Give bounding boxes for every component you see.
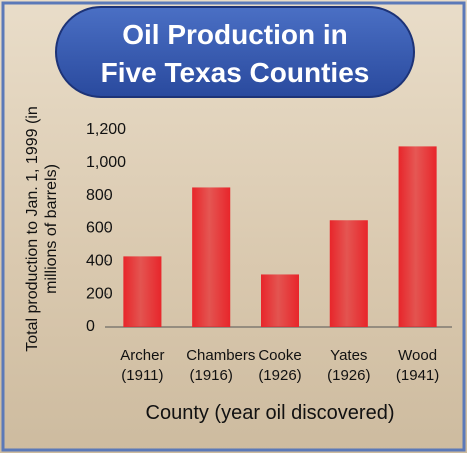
x-tick-label: Wood (1941) <box>395 347 440 384</box>
y-tick-label: 600 <box>86 220 113 237</box>
bar-base <box>398 146 437 327</box>
bar-base <box>329 220 368 327</box>
y-axis-label: Total production to Jan. 1, 1999 (in mil… <box>24 106 60 352</box>
y-tick-label: 0 <box>86 318 95 335</box>
bar <box>261 274 299 327</box>
x-axis-label: County (year oil discovered) <box>145 402 395 424</box>
x-tick-label: Yates (1926) <box>327 347 371 384</box>
x-tick-label: Cooke (1926) <box>258 347 302 384</box>
chart-title: Oil Production in Five Texas Counties <box>55 6 415 98</box>
x-tick-label: Chambers (1916) <box>186 347 256 384</box>
y-tick-label: 400 <box>86 253 113 270</box>
bar <box>192 187 231 327</box>
x-tick-label: Archer (1911) <box>120 347 165 384</box>
bar-base <box>123 256 162 327</box>
y-tick-label: 800 <box>86 187 113 204</box>
bar <box>329 220 368 327</box>
bar-base <box>192 187 231 327</box>
bar-base <box>261 274 299 327</box>
y-tick-label: 200 <box>86 285 113 302</box>
bar <box>398 146 437 327</box>
bar <box>123 256 162 327</box>
